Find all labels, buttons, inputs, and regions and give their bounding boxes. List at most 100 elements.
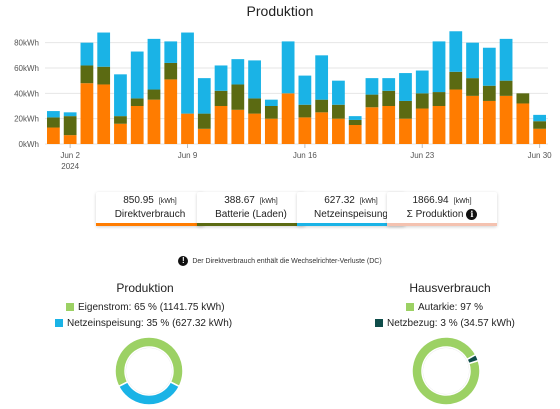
bar-segment-batterie-laden-[interactable] [80, 65, 94, 84]
bar-segment-netzeinspeisung[interactable] [114, 74, 127, 117]
bar-segment-direktverbrauch[interactable] [332, 118, 345, 144]
bar-segment-netzeinspeisung[interactable] [264, 99, 278, 106]
bar-segment-netzeinspeisung[interactable] [248, 60, 261, 99]
bar-segment-netzeinspeisung[interactable] [399, 73, 412, 101]
x-tick-label: Jun 16 [293, 151, 318, 160]
bar-segment-direktverbrauch[interactable] [281, 93, 295, 144]
bar-segment-batterie-laden-[interactable] [516, 93, 530, 104]
legend-netzbezug[interactable]: Netzbezug: 3 % (34.57 kWh) [375, 318, 515, 329]
bar-segment-direktverbrauch[interactable] [432, 106, 446, 144]
bar-segment-netzeinspeisung[interactable] [214, 65, 228, 91]
bar-segment-batterie-laden-[interactable] [130, 98, 144, 106]
bar-segment-netzeinspeisung[interactable] [231, 59, 245, 85]
legend-eigenstrom[interactable]: Eigenstrom: 65 % (1141.75 kWh) [66, 302, 225, 313]
bar-segment-netzeinspeisung[interactable] [80, 42, 94, 66]
info-icon[interactable]: i [466, 209, 478, 220]
bar-segment-direktverbrauch[interactable] [197, 128, 211, 144]
bar-segment-direktverbrauch[interactable] [63, 135, 77, 144]
bar-segment-netzeinspeisung[interactable] [449, 31, 463, 72]
donut-slice[interactable] [411, 336, 481, 406]
bar-segment-batterie-laden-[interactable] [432, 92, 446, 106]
bar-segment-netzeinspeisung[interactable] [533, 114, 546, 122]
bar-segment-batterie-laden-[interactable] [47, 117, 60, 128]
bar-segment-batterie-laden-[interactable] [231, 84, 245, 110]
bar-segment-batterie-laden-[interactable] [533, 121, 546, 129]
bar-segment-direktverbrauch[interactable] [533, 128, 546, 144]
donut-slice[interactable] [466, 353, 480, 365]
bar-segment-direktverbrauch[interactable] [382, 106, 396, 144]
bar-segment-batterie-laden-[interactable] [63, 116, 77, 136]
bar-segment-netzeinspeisung[interactable] [281, 41, 295, 94]
bar-segment-netzeinspeisung[interactable] [164, 41, 178, 63]
bar-segment-batterie-laden-[interactable] [449, 71, 463, 90]
legend-netzeinspeisung[interactable]: Netzeinspeisung: 35 % (627.32 kWh) [55, 318, 232, 329]
bar-segment-batterie-laden-[interactable] [382, 90, 396, 106]
bar-segment-netzeinspeisung[interactable] [332, 80, 345, 105]
legend-autarkie[interactable]: Autarkie: 97 % [406, 302, 483, 313]
bar-segment-netzeinspeisung[interactable] [499, 38, 513, 81]
bar-segment-batterie-laden-[interactable] [466, 78, 479, 96]
bar-segment-batterie-laden-[interactable] [332, 104, 345, 119]
bar-segment-batterie-laden-[interactable] [399, 100, 412, 119]
bar-segment-batterie-laden-[interactable] [348, 119, 362, 125]
bar-segment-netzeinspeisung[interactable] [432, 41, 446, 93]
bar-segment-direktverbrauch[interactable] [264, 118, 278, 144]
bar-segment-batterie-laden-[interactable] [264, 106, 278, 119]
bar-segment-direktverbrauch[interactable] [399, 118, 412, 144]
bar-segment-batterie-laden-[interactable] [415, 93, 429, 109]
bar-segment-direktverbrauch[interactable] [248, 113, 261, 144]
kpi-card-direktverbrauch[interactable]: 850.95 [kWh] Direktverbrauch [96, 192, 204, 226]
bar-segment-netzeinspeisung[interactable] [382, 78, 396, 91]
bar-segment-netzeinspeisung[interactable] [181, 32, 194, 114]
bar-segment-direktverbrauch[interactable] [231, 109, 245, 144]
bar-segment-batterie-laden-[interactable] [365, 94, 379, 108]
bar-segment-netzeinspeisung[interactable] [365, 78, 379, 95]
bar-segment-direktverbrauch[interactable] [466, 95, 479, 144]
bar-segment-direktverbrauch[interactable] [114, 123, 127, 144]
bar-segment-netzeinspeisung[interactable] [466, 42, 479, 79]
legend-swatch [55, 319, 63, 327]
bar-segment-batterie-laden-[interactable] [147, 89, 161, 100]
bar-segment-direktverbrauch[interactable] [147, 99, 161, 144]
kpi-card-batterie[interactable]: 388.67 [kWh] Batterie (Laden) [197, 192, 305, 226]
bar-segment-netzeinspeisung[interactable] [415, 70, 429, 94]
bar-segment-direktverbrauch[interactable] [482, 100, 496, 144]
bar-segment-batterie-laden-[interactable] [482, 85, 496, 101]
bar-segment-netzeinspeisung[interactable] [47, 111, 60, 118]
bar-segment-direktverbrauch[interactable] [130, 106, 144, 144]
bar-segment-batterie-laden-[interactable] [164, 62, 178, 80]
bar-segment-direktverbrauch[interactable] [47, 127, 60, 144]
bar-segment-netzeinspeisung[interactable] [63, 112, 77, 117]
bar-segment-batterie-laden-[interactable] [97, 66, 111, 85]
bar-segment-batterie-laden-[interactable] [197, 113, 211, 129]
bar-segment-direktverbrauch[interactable] [298, 117, 312, 144]
bar-segment-direktverbrauch[interactable] [80, 83, 94, 144]
bar-segment-netzeinspeisung[interactable] [348, 116, 362, 120]
bar-segment-direktverbrauch[interactable] [499, 95, 513, 144]
bar-segment-netzeinspeisung[interactable] [482, 47, 496, 86]
bar-segment-direktverbrauch[interactable] [181, 113, 194, 144]
donut-slice[interactable] [117, 380, 181, 406]
bar-segment-batterie-laden-[interactable] [114, 116, 127, 124]
bar-segment-direktverbrauch[interactable] [348, 125, 362, 144]
bar-segment-direktverbrauch[interactable] [449, 89, 463, 144]
bar-segment-direktverbrauch[interactable] [415, 108, 429, 144]
bar-segment-batterie-laden-[interactable] [214, 90, 228, 106]
bar-segment-direktverbrauch[interactable] [516, 103, 530, 144]
bar-segment-netzeinspeisung[interactable] [298, 75, 312, 105]
bar-segment-batterie-laden-[interactable] [499, 80, 513, 96]
bar-segment-direktverbrauch[interactable] [164, 79, 178, 144]
bar-segment-direktverbrauch[interactable] [97, 84, 111, 144]
bar-segment-direktverbrauch[interactable] [214, 106, 228, 144]
bar-segment-netzeinspeisung[interactable] [315, 55, 329, 100]
kpi-card-produktion[interactable]: 1866.94 [kWh] Σ Produktion i [387, 192, 497, 226]
bar-segment-netzeinspeisung[interactable] [97, 32, 111, 67]
bar-segment-batterie-laden-[interactable] [298, 104, 312, 118]
bar-segment-netzeinspeisung[interactable] [147, 38, 161, 90]
bar-segment-netzeinspeisung[interactable] [197, 78, 211, 114]
bar-segment-batterie-laden-[interactable] [248, 98, 261, 114]
bar-segment-direktverbrauch[interactable] [315, 112, 329, 144]
bar-segment-direktverbrauch[interactable] [365, 107, 379, 144]
bar-segment-netzeinspeisung[interactable] [130, 51, 144, 99]
bar-segment-batterie-laden-[interactable] [315, 99, 329, 113]
